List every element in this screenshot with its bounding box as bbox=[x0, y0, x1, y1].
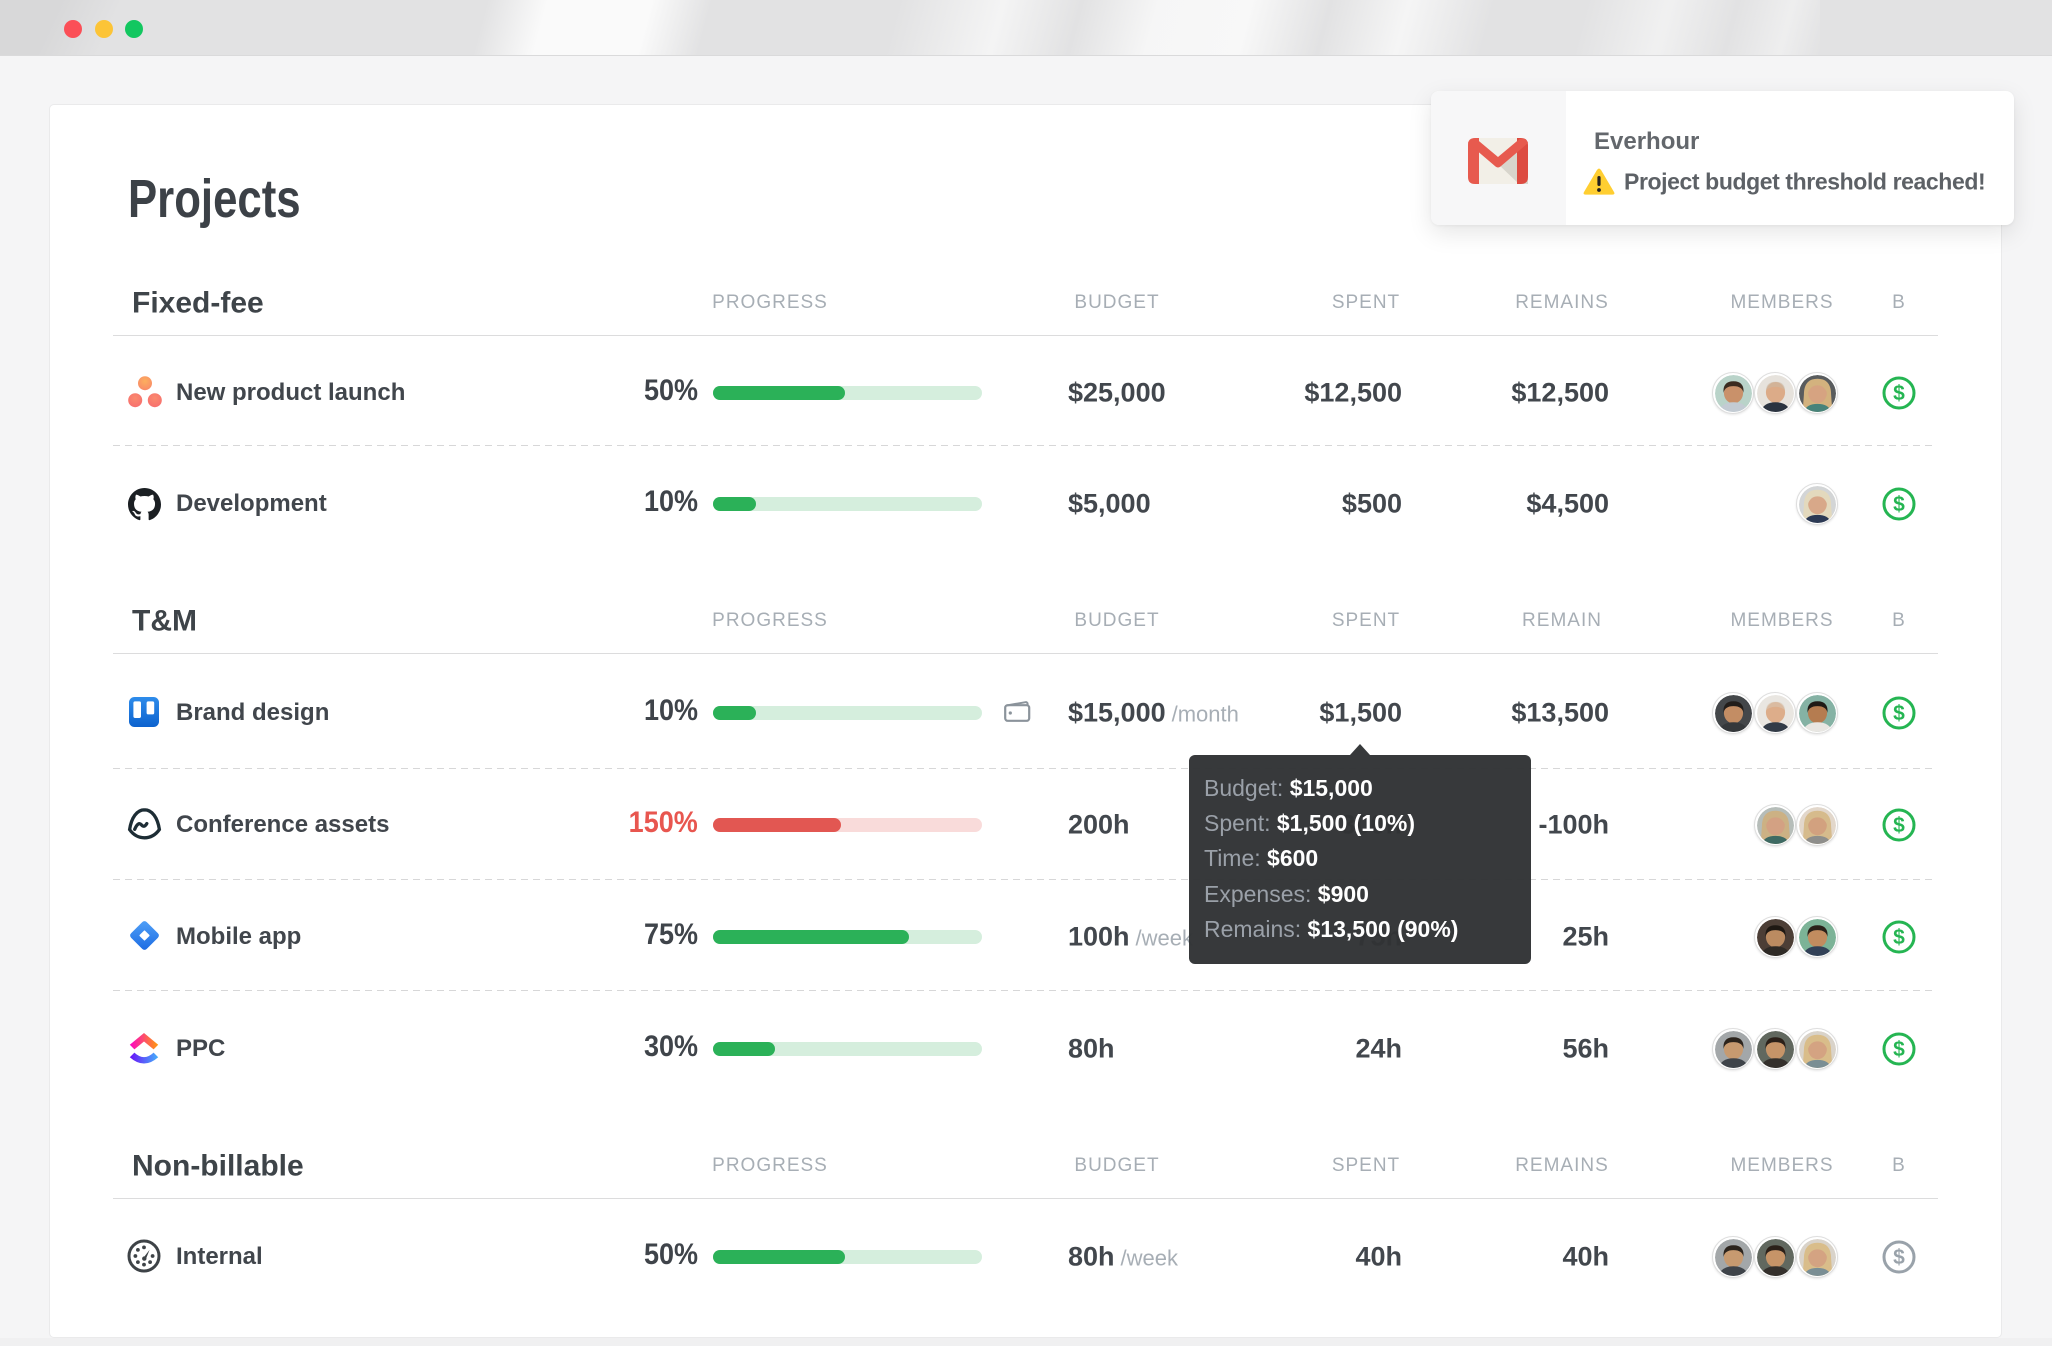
svg-text:$: $ bbox=[1893, 814, 1905, 837]
svg-text:$: $ bbox=[1893, 382, 1905, 405]
svg-text:$: $ bbox=[1893, 702, 1905, 725]
svg-text:$: $ bbox=[1893, 926, 1905, 949]
svg-text:$: $ bbox=[1893, 1246, 1905, 1269]
svg-text:$: $ bbox=[1893, 493, 1905, 516]
svg-text:$: $ bbox=[1893, 1038, 1905, 1061]
